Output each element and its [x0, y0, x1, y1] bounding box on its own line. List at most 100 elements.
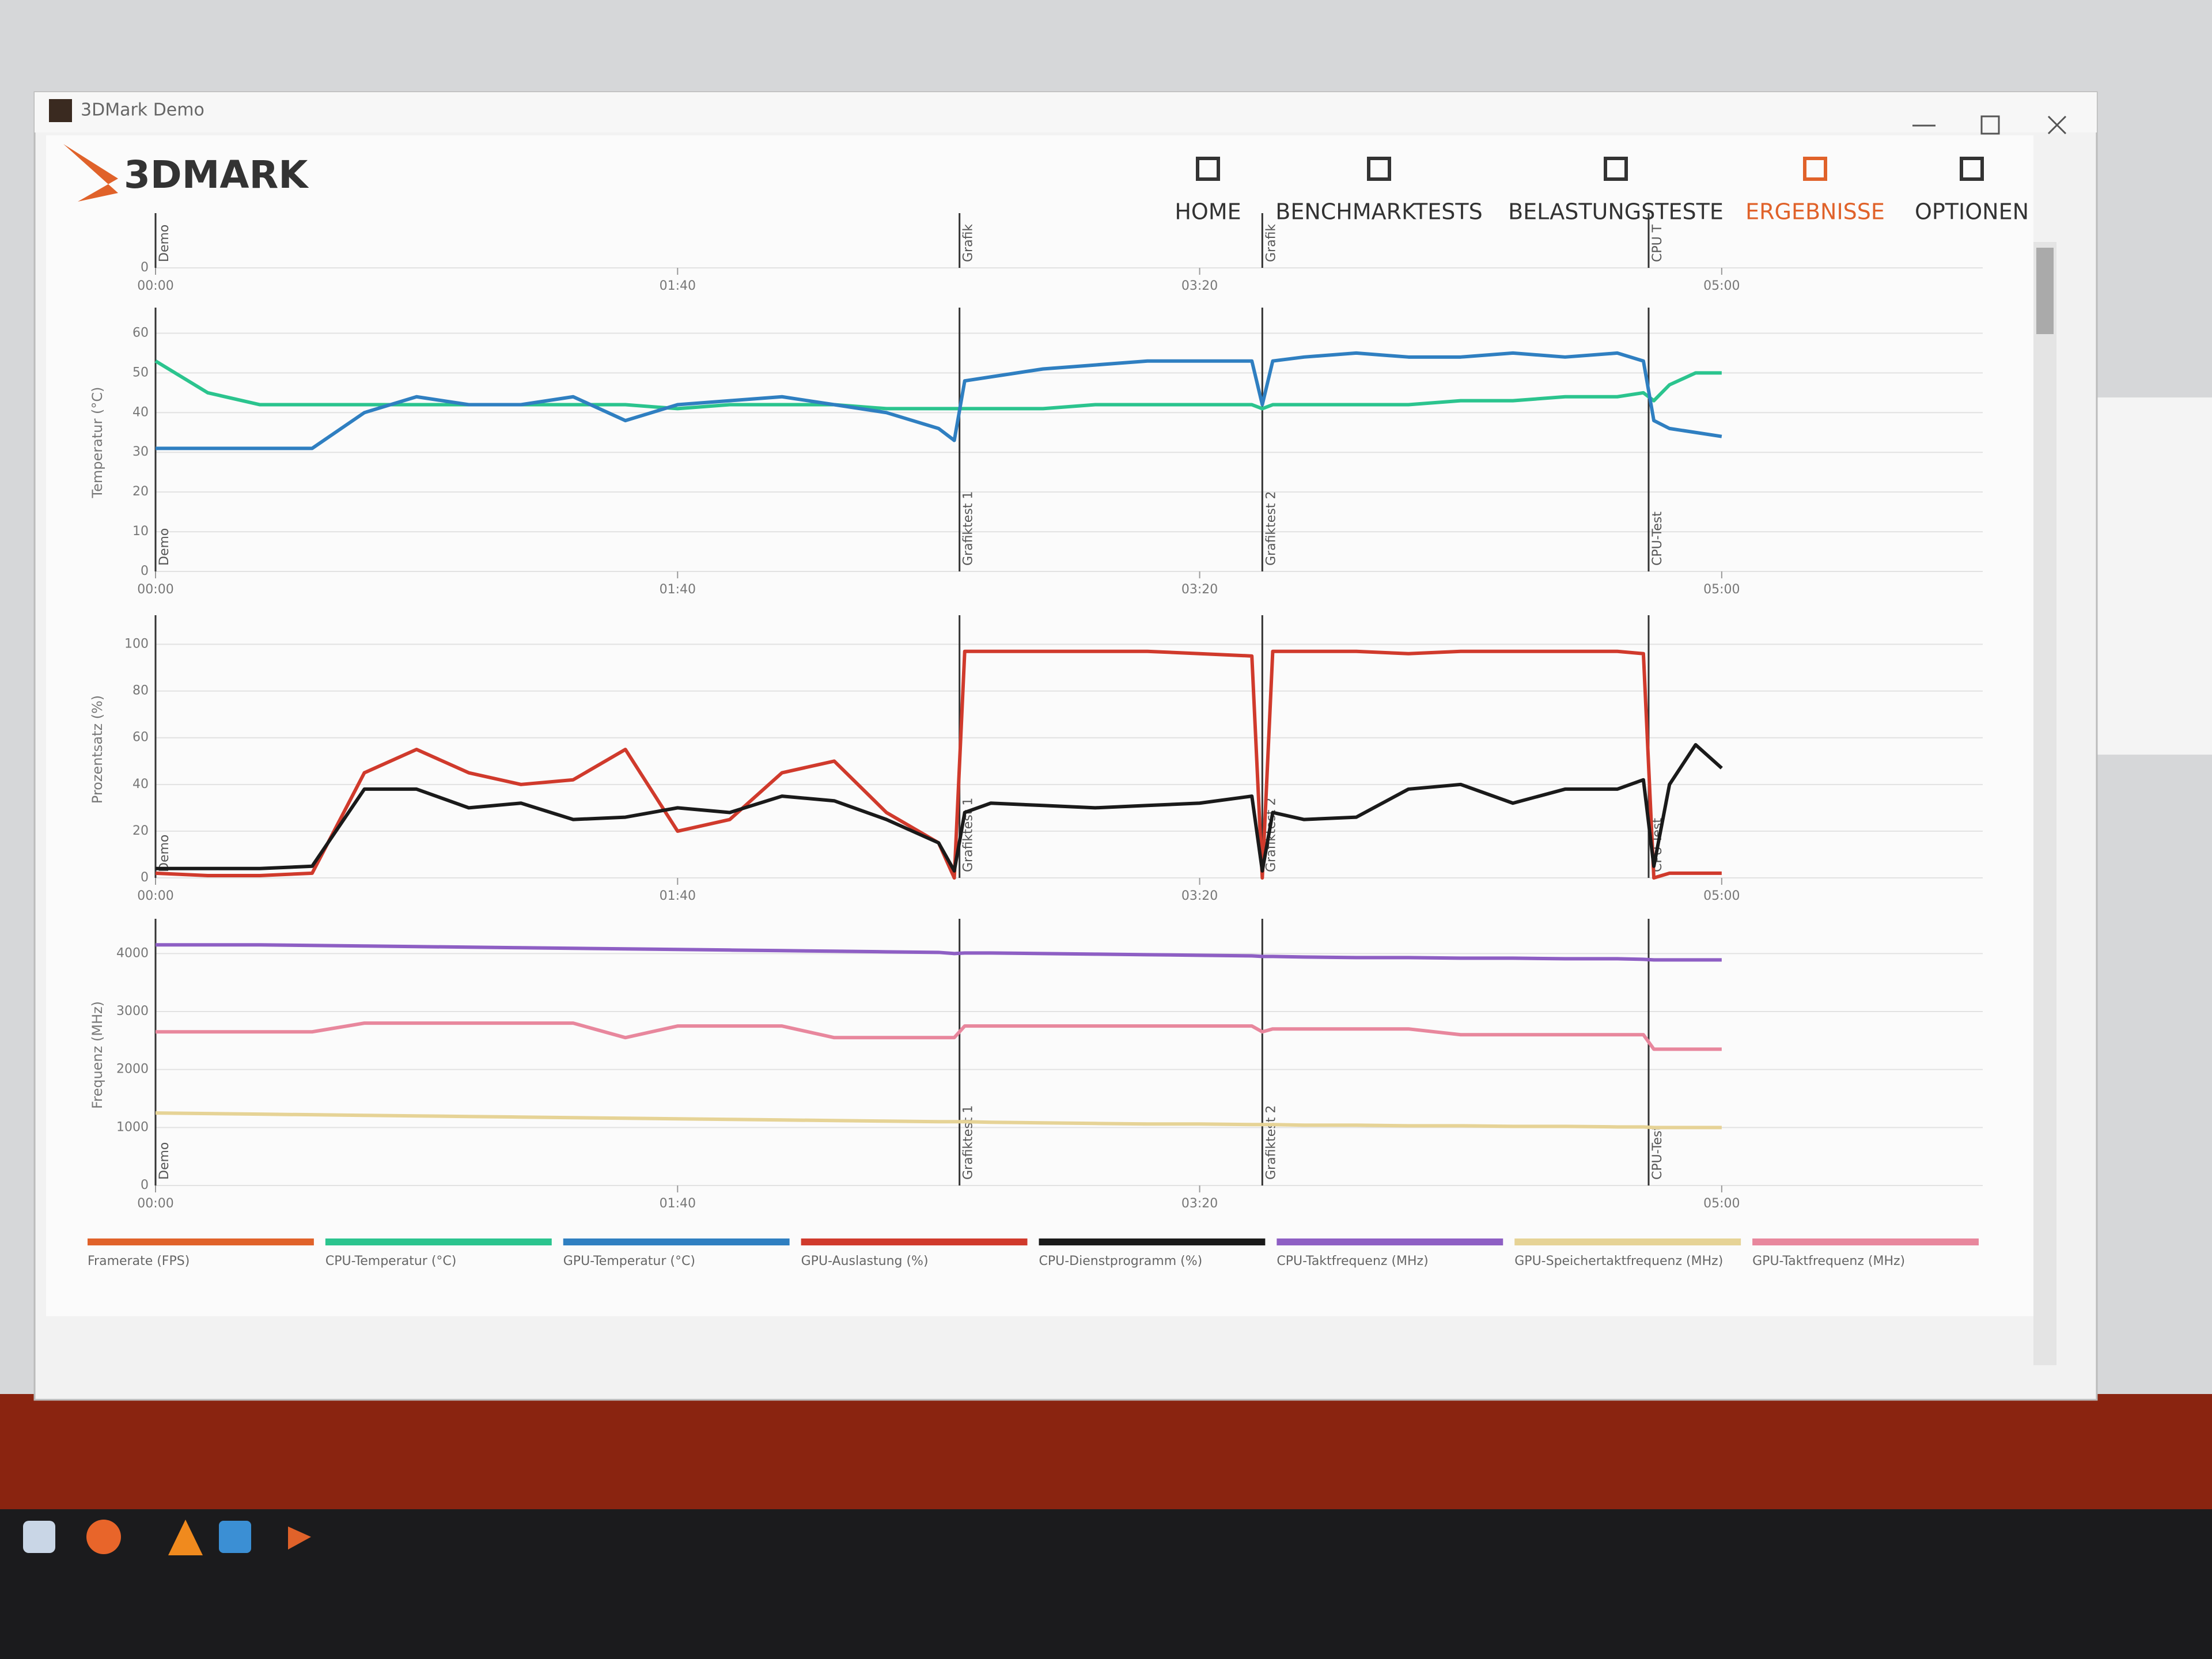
x-tick-label: 05:00 [1703, 889, 1740, 903]
chart: Prozentsatz (%) 0 20 40 60 80 100 00:00 01:40 03:… [89, 615, 1983, 903]
section-label: Demo [157, 225, 172, 262]
taskbar-icon[interactable] [23, 1521, 55, 1553]
x-tick-label: 03:20 [1181, 582, 1218, 597]
title-bar [35, 92, 2097, 132]
nav-label[interactable]: HOME [1175, 199, 1241, 225]
legend-swatch [1039, 1238, 1266, 1245]
nav-item[interactable]: BELASTUNGSTESTE [1508, 157, 1724, 225]
section-label: Demo [157, 835, 172, 872]
x-tick-label: 01:40 [660, 1196, 696, 1211]
x-tick-label: 03:20 [1181, 889, 1218, 903]
legend-swatch [801, 1238, 1028, 1245]
chart: 0 00:00 01:40 03:20 05:00 Demo Grafik Grafik CPU… [137, 213, 1983, 293]
section-label: Demo [157, 528, 172, 566]
chart: Frequenz (MHz) 0 1000 2000 3000 4000 00:00 01:4… [89, 919, 1983, 1211]
x-tick-label: 00:00 [137, 1196, 173, 1211]
y-axis-label: Prozentsatz (%) [89, 695, 105, 804]
background-window [2097, 397, 2212, 755]
section-label: Grafik [1264, 224, 1278, 262]
y-axis-label: Frequenz (MHz) [89, 1001, 105, 1109]
nav-icon [1803, 157, 1827, 181]
y-tick-label: 20 [132, 484, 149, 499]
wallpaper [0, 1394, 2212, 1527]
legend-swatch [563, 1238, 790, 1245]
x-tick-label: 01:40 [660, 889, 696, 903]
section-label: Grafiktest 1 [961, 1105, 976, 1180]
nav-label[interactable]: ERGEBNISSE [1745, 199, 1885, 225]
logo-mark [63, 144, 118, 202]
window-title: 3DMark Demo [81, 100, 204, 120]
legend-swatch [1514, 1238, 1741, 1245]
logo-text: 3DMARK [124, 153, 309, 197]
x-tick-label: 00:00 [137, 582, 173, 597]
legend-swatch [325, 1238, 552, 1245]
taskbar-icon[interactable] [288, 1527, 311, 1550]
nav-item[interactable]: HOME [1175, 157, 1241, 225]
app-icon [49, 99, 72, 122]
y-tick-label: 50 [132, 365, 149, 380]
legend-label: GPU-Taktfrequenz (MHz) [1752, 1254, 1905, 1268]
section-label: Grafik [961, 224, 976, 262]
legend-label: Framerate (FPS) [88, 1254, 190, 1268]
y-tick-label: 4000 [116, 946, 149, 960]
scrollbar-thumb[interactable] [2036, 248, 2054, 334]
nav-item[interactable]: OPTIONEN [1915, 157, 2029, 225]
taskbar-icon[interactable] [168, 1520, 203, 1555]
nav-bar: HOME BENCHMARKTESTS BELASTUNGSTESTE ERGEBNI… [1175, 157, 2029, 225]
nav-icon [1196, 157, 1220, 181]
x-tick-label: 05:00 [1703, 582, 1740, 597]
legend-swatch [1752, 1238, 1979, 1245]
y-tick-label: 1000 [116, 1120, 149, 1134]
section-label: Grafiktest 2 [1264, 1105, 1278, 1180]
y-tick-label: 40 [132, 405, 149, 419]
y-tick-label: 0 [141, 564, 149, 578]
maximize-button[interactable] [1980, 115, 2000, 135]
series-line [156, 1021, 1722, 1051]
legend-label: CPU-Temperatur (°C) [325, 1254, 456, 1268]
legend-swatch [88, 1238, 314, 1245]
close-button[interactable] [2047, 115, 2067, 135]
y-tick-label: 10 [132, 524, 149, 539]
y-tick-label: 0 [141, 1178, 149, 1192]
section-label: CPU-Test [1650, 512, 1665, 566]
nav-icon [1604, 157, 1628, 181]
x-tick-label: 00:00 [137, 279, 173, 293]
y-tick-label: 2000 [116, 1062, 149, 1077]
chart: Temperatur (°C) 0 10 20 30 40 50 60 00:00 01:40 03… [89, 308, 1983, 597]
y-tick-label: 20 [132, 824, 149, 838]
x-tick-label: 03:20 [1181, 1196, 1218, 1211]
nav-item[interactable]: BENCHMARKTESTS [1275, 157, 1483, 225]
section-label: CPU-Test [1650, 1126, 1665, 1180]
scrollbar[interactable] [2033, 242, 2056, 1365]
legend-swatch [1277, 1238, 1503, 1245]
nav-label[interactable]: OPTIONEN [1915, 199, 2029, 225]
legend: Framerate (FPS) CPU-Temperatur (°C) GPU-Te… [88, 1238, 1979, 1268]
series-line [156, 943, 1722, 962]
series-line [156, 743, 1723, 873]
charts: 0 00:00 01:40 03:20 05:00 Demo Grafik Grafik CPU… [89, 213, 1983, 1211]
taskbar-icon[interactable] [219, 1521, 251, 1553]
taskbar [0, 1509, 2212, 1659]
section-label: Grafiktest 2 [1264, 491, 1278, 566]
legend-label: CPU-Dienstprogramm (%) [1039, 1254, 1203, 1268]
nav-label[interactable]: BENCHMARKTESTS [1275, 199, 1482, 225]
x-tick-label: 05:00 [1703, 1196, 1740, 1211]
x-tick-label: 01:40 [660, 279, 696, 293]
nav-item[interactable]: ERGEBNISSE [1745, 157, 1885, 225]
x-tick-label: 01:40 [660, 582, 696, 597]
y-tick-label: 40 [132, 777, 149, 791]
nav-icon [1960, 157, 1984, 181]
nav-label[interactable]: BELASTUNGSTESTE [1508, 199, 1724, 225]
legend-label: CPU-Taktfrequenz (MHz) [1277, 1254, 1428, 1268]
taskbar-icon[interactable] [86, 1520, 121, 1554]
y-tick-label: 100 [124, 637, 149, 652]
y-tick-label: 60 [132, 730, 149, 745]
legend-label: GPU-Auslastung (%) [801, 1254, 929, 1268]
y-tick-label: 80 [132, 684, 149, 698]
series-line [156, 351, 1722, 450]
section-label: Grafiktest 1 [961, 491, 976, 566]
series-line [155, 1111, 1722, 1130]
y-tick-label: 0 [141, 870, 149, 885]
